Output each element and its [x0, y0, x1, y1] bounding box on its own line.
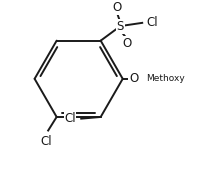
Text: O: O [112, 1, 121, 14]
Text: Cl: Cl [41, 135, 52, 148]
Text: Cl: Cl [147, 15, 158, 29]
Text: S: S [116, 20, 124, 33]
Text: O: O [129, 72, 138, 85]
Text: Methoxy: Methoxy [146, 74, 185, 83]
Text: O: O [122, 37, 132, 50]
Text: Cl: Cl [65, 112, 76, 125]
